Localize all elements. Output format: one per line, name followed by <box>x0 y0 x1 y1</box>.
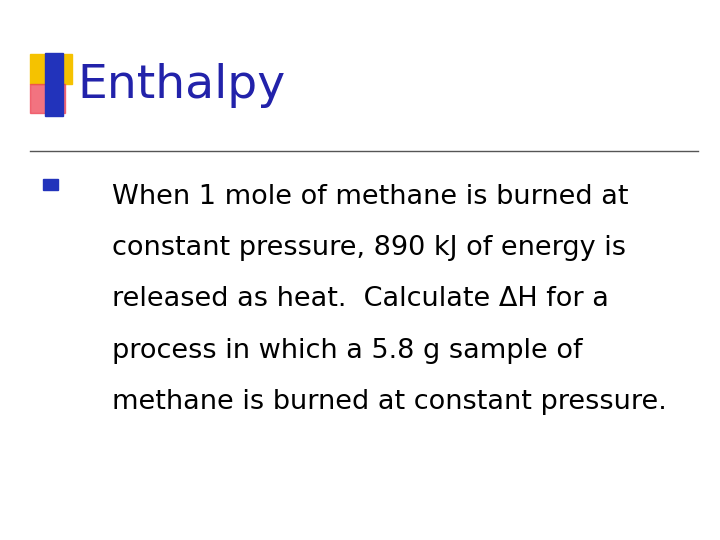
Text: Enthalpy: Enthalpy <box>77 63 285 108</box>
Bar <box>43 179 58 190</box>
Bar <box>45 53 63 116</box>
Bar <box>30 54 72 84</box>
Text: When 1 mole of methane is burned at: When 1 mole of methane is burned at <box>112 184 628 210</box>
Text: released as heat.  Calculate ΔH for a: released as heat. Calculate ΔH for a <box>112 286 608 312</box>
Text: process in which a 5.8 g sample of: process in which a 5.8 g sample of <box>112 338 582 363</box>
Bar <box>30 84 65 113</box>
Text: constant pressure, 890 kJ of energy is: constant pressure, 890 kJ of energy is <box>112 235 626 261</box>
Text: methane is burned at constant pressure.: methane is burned at constant pressure. <box>112 389 666 415</box>
